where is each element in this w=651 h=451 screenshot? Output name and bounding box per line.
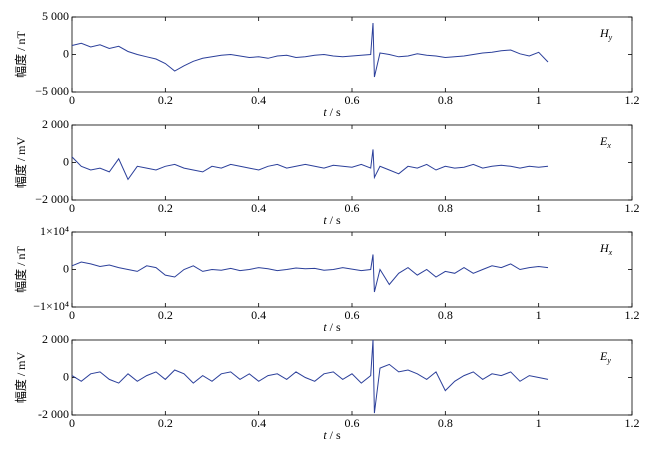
signal-annotation: Ey: [599, 349, 611, 365]
x-tick-label: 0.6: [345, 308, 360, 322]
x-label-var: t: [323, 428, 327, 442]
x-tick-label: 0.2: [158, 416, 173, 430]
signal-annotation: Hy: [599, 26, 613, 42]
axes-box: [71, 124, 633, 201]
y-tick-label: −5 000: [35, 84, 69, 98]
x-label-var: t: [323, 213, 327, 227]
x-tick-label: 0: [69, 93, 75, 107]
annotation-symbol: E: [599, 134, 608, 148]
y-axis-label: 幅度 / mV: [13, 352, 28, 404]
y-axis-label: 幅度 / mV: [13, 137, 28, 189]
y-tick-label: 0: [63, 46, 69, 60]
y-tick-label: 0: [63, 154, 69, 168]
y-tick-label: −1×10⁴: [33, 299, 69, 313]
y-tick-label: −2 000: [35, 192, 69, 206]
x-tick-label: 1.2: [625, 201, 640, 215]
y-tick-label: 2 000: [42, 332, 69, 346]
x-tick-label: 0.4: [251, 201, 266, 215]
signal-annotation: Hx: [599, 241, 613, 257]
annotation-symbol: H: [599, 26, 610, 40]
x-axis-label: t / s: [323, 213, 341, 227]
x-tick-label: 0.8: [438, 416, 453, 430]
annotation-subscript: x: [606, 141, 611, 150]
x-tick-label: 1.2: [625, 308, 640, 322]
x-tick-label: 0.4: [251, 308, 266, 322]
x-tick-label: 0.8: [438, 201, 453, 215]
x-tick-label: 1: [536, 416, 542, 430]
x-tick-label: 0: [69, 308, 75, 322]
x-tick-label: 0.2: [158, 93, 173, 107]
x-tick-label: 1: [536, 93, 542, 107]
y-axis-label: 幅度 / nT: [13, 31, 28, 78]
signal-line: [71, 149, 549, 181]
signal-line: [71, 339, 549, 414]
x-axis-label: t / s: [323, 428, 341, 442]
y-tick-label: -2 000: [38, 407, 69, 421]
signal-annotation: Ex: [599, 134, 611, 150]
x-tick-label: 0.2: [158, 201, 173, 215]
y-tick-label: 2 000: [42, 117, 69, 131]
x-tick-label: 1: [536, 201, 542, 215]
x-tick-label: 0.8: [438, 93, 453, 107]
x-tick-label: 0.4: [251, 93, 266, 107]
x-tick-label: 0.6: [345, 416, 360, 430]
annotation-subscript: x: [608, 248, 613, 257]
y-tick-label: 1×10⁴: [40, 224, 69, 238]
y-tick-label: 0: [63, 369, 69, 383]
axes-box: [71, 16, 633, 93]
x-tick-label: 0.4: [251, 416, 266, 430]
x-tick-label: 0: [69, 201, 75, 215]
x-tick-label: 0: [69, 416, 75, 430]
signal-line: [71, 254, 549, 293]
x-tick-label: 1: [536, 308, 542, 322]
y-tick-label: 5 000: [42, 9, 69, 23]
x-tick-label: 0.6: [345, 201, 360, 215]
signal-line: [71, 22, 549, 78]
x-tick-label: 1.2: [625, 93, 640, 107]
x-tick-label: 0.8: [438, 308, 453, 322]
x-tick-label: 0.6: [345, 93, 360, 107]
x-tick-label: 1.2: [625, 416, 640, 430]
x-label-unit: / s: [330, 320, 341, 334]
x-label-var: t: [323, 105, 327, 119]
annotation-subscript: y: [606, 356, 611, 365]
x-axis-label: t / s: [323, 105, 341, 119]
axes-box: [71, 339, 633, 416]
x-label-unit: / s: [330, 428, 341, 442]
annotation-symbol: E: [599, 349, 608, 363]
x-label-unit: / s: [330, 213, 341, 227]
x-tick-label: 0.2: [158, 308, 173, 322]
annotation-symbol: H: [599, 241, 610, 255]
x-label-var: t: [323, 320, 327, 334]
x-label-unit: / s: [330, 105, 341, 119]
y-axis-label: 幅度 / nT: [13, 246, 28, 293]
x-axis-label: t / s: [323, 320, 341, 334]
annotation-subscript: y: [608, 33, 613, 42]
y-tick-label: 0: [63, 261, 69, 275]
